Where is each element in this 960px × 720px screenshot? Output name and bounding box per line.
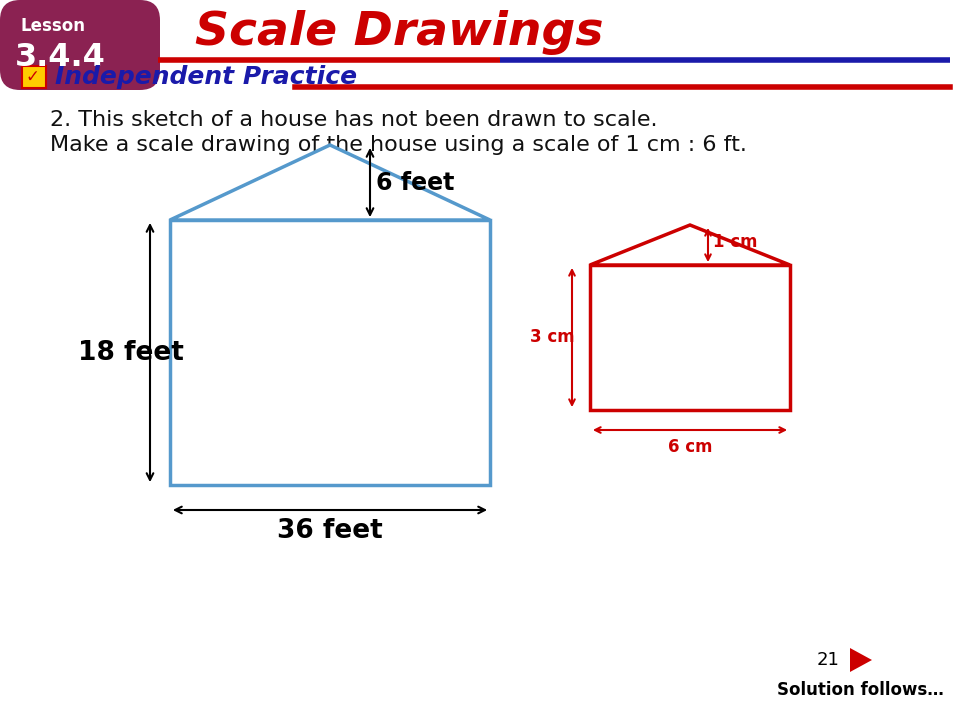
Text: Scale Drawings: Scale Drawings <box>195 10 604 55</box>
Text: 3 cm: 3 cm <box>530 328 575 346</box>
Text: 18 feet: 18 feet <box>78 340 184 366</box>
Text: 21: 21 <box>817 651 840 669</box>
Text: Make a scale drawing of the house using a scale of 1 cm : 6 ft.: Make a scale drawing of the house using … <box>50 135 747 155</box>
Text: 6 feet: 6 feet <box>376 171 454 194</box>
Bar <box>22 66 46 88</box>
Text: Solution follows…: Solution follows… <box>777 681 944 699</box>
Bar <box>590 265 790 410</box>
Text: ✓: ✓ <box>25 68 38 86</box>
Text: 36 feet: 36 feet <box>277 518 383 544</box>
Polygon shape <box>590 225 790 265</box>
Polygon shape <box>850 648 872 672</box>
Text: Lesson: Lesson <box>20 17 85 35</box>
Polygon shape <box>170 145 490 220</box>
Text: 2. This sketch of a house has not been drawn to scale.: 2. This sketch of a house has not been d… <box>50 110 658 130</box>
Text: 6 cm: 6 cm <box>668 438 712 456</box>
Text: Independent Practice: Independent Practice <box>55 65 357 89</box>
Text: 3.4.4: 3.4.4 <box>15 42 106 73</box>
Text: 1 cm: 1 cm <box>713 233 757 251</box>
Bar <box>170 220 490 485</box>
FancyBboxPatch shape <box>0 0 160 90</box>
